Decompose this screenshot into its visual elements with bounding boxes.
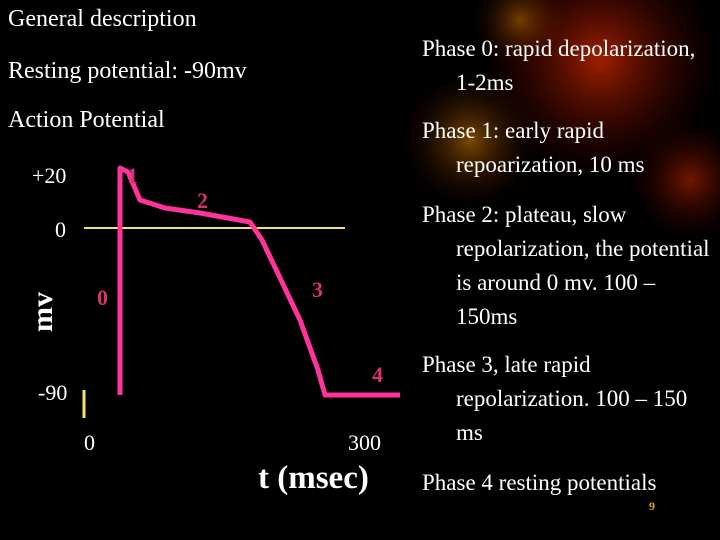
decoration (400, 0, 720, 240)
phase-text: Phase 2: plateau, slow repolarization, t… (422, 202, 710, 329)
phase-text: Phase 1: early rapid repoarization, 10 m… (422, 118, 645, 177)
phase-label: 3 (312, 277, 323, 302)
phase-label: 1 (127, 163, 138, 188)
phase-label: 2 (197, 188, 208, 213)
y-axis-title: mv (26, 292, 59, 332)
phase-text: Phase 3, late rapid repolarization. 100 … (422, 352, 688, 445)
title: General description (8, 6, 197, 32)
text-line: Action Potential (8, 107, 165, 133)
page-number: 9 (649, 499, 655, 513)
x-label: 300 (348, 430, 381, 455)
x-label: 0 (84, 430, 95, 455)
text-line: Resting potential: -90mv (8, 58, 247, 84)
phase-text: Phase 4 resting potentials (422, 470, 657, 495)
y-label: 0 (55, 217, 66, 242)
action-potential-curve (117, 165, 400, 398)
phase-text: Phase 0: rapid depolarization, 1-2ms (422, 36, 696, 95)
y-label: +20 (32, 163, 66, 188)
x-axis-title: t (msec) (258, 460, 369, 496)
phase-label: 0 (97, 285, 108, 310)
y-label: -90 (38, 380, 67, 405)
phase-label: 4 (372, 362, 383, 387)
